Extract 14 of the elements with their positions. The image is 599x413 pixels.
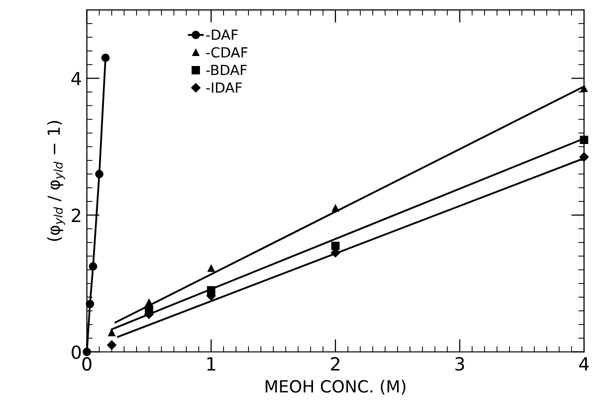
legend-label: -DAF bbox=[206, 30, 238, 40]
x-tick-label: 1 bbox=[207, 357, 216, 370]
legend-label: -IDAF bbox=[206, 82, 242, 93]
x-tick-label: 2 bbox=[331, 357, 340, 370]
y-axis-title: (φ$_{yld}$ / φ$_{yld}$ − 1) bbox=[47, 121, 65, 241]
x-tick-label: 0 bbox=[82, 357, 92, 371]
y-tick-label: 2 bbox=[72, 208, 80, 222]
y-tick-label: 0 bbox=[72, 345, 81, 359]
x-tick-label: 4 bbox=[579, 357, 589, 370]
legend-label: -CDAF bbox=[206, 47, 248, 58]
x-axis-title: MEOH CONC. (M) bbox=[266, 380, 406, 395]
x-tick-label: 3 bbox=[455, 357, 464, 371]
legend-label: -BDAF bbox=[206, 64, 247, 76]
y-tick-label: 4 bbox=[71, 72, 81, 86]
